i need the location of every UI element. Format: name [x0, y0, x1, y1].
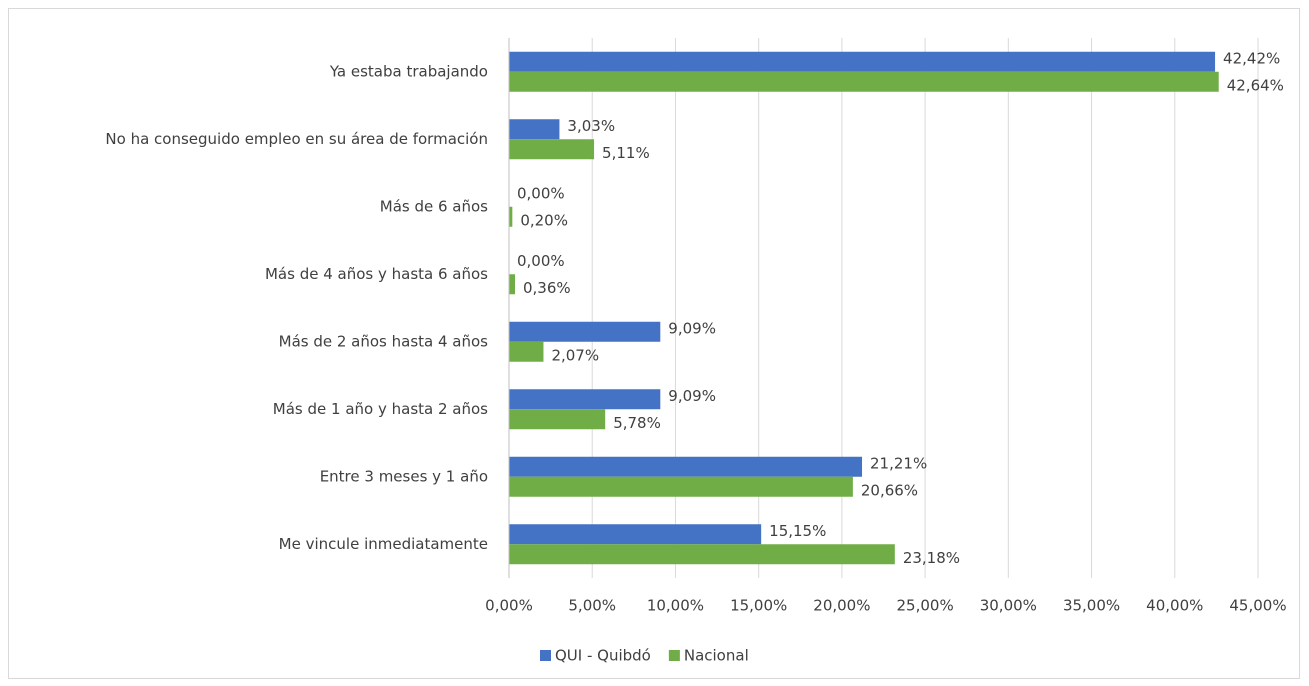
legend-label: QUI - Quibdó: [555, 647, 651, 665]
bar: [509, 409, 606, 430]
value-label: 21,21%: [870, 454, 927, 472]
bar: [509, 341, 544, 362]
bar: [509, 544, 895, 565]
bar: [509, 389, 661, 410]
x-tick-label: 25,00%: [897, 597, 954, 615]
y-tick-label: Más de 6 años: [380, 197, 488, 215]
x-tick-label: 40,00%: [1146, 597, 1203, 615]
value-label: 5,78%: [613, 414, 661, 432]
value-label: 0,20%: [520, 211, 568, 229]
value-label: 20,66%: [861, 481, 918, 499]
value-label: 0,36%: [523, 279, 571, 297]
legend-swatch: [540, 650, 551, 661]
value-label: 42,64%: [1227, 76, 1284, 94]
value-label: 9,09%: [668, 319, 716, 337]
value-label: 15,15%: [769, 522, 826, 540]
x-tick-label: 20,00%: [813, 597, 870, 615]
value-label: 3,03%: [567, 117, 615, 135]
y-tick-label: No ha conseguido empleo en su área de fo…: [105, 130, 488, 148]
x-tick-label: 35,00%: [1063, 597, 1120, 615]
bar: [509, 274, 515, 295]
bar: [509, 51, 1216, 72]
y-tick-label: Más de 4 años y hasta 6 años: [265, 265, 488, 283]
x-tick-label: 45,00%: [1229, 597, 1286, 615]
bar: [509, 119, 560, 140]
chart-frame: [8, 8, 1300, 679]
x-tick-label: 5,00%: [568, 597, 616, 615]
x-tick-label: 10,00%: [647, 597, 704, 615]
y-tick-label: Más de 1 año y hasta 2 años: [273, 400, 488, 418]
bar: [509, 524, 762, 545]
bar: [509, 476, 853, 497]
y-tick-label: Entre 3 meses y 1 año: [320, 467, 488, 485]
y-tick-label: Ya estaba trabajando: [329, 62, 488, 80]
bar: [509, 456, 863, 477]
value-label: 0,00%: [517, 184, 565, 202]
value-label: 5,11%: [602, 144, 650, 162]
value-label: 42,42%: [1223, 49, 1280, 67]
y-tick-label: Me vincule inmediatamente: [279, 535, 488, 553]
y-tick-label: Más de 2 años hasta 4 años: [279, 332, 489, 350]
x-tick-label: 30,00%: [980, 597, 1037, 615]
value-label: 0,00%: [517, 252, 565, 270]
value-label: 9,09%: [668, 387, 716, 405]
legend-label: Nacional: [684, 647, 749, 665]
x-tick-label: 0,00%: [485, 597, 533, 615]
legend-swatch: [668, 650, 680, 661]
value-label: 23,18%: [903, 549, 960, 567]
bar: [509, 139, 595, 160]
bar: [509, 321, 661, 342]
bar: [509, 206, 513, 227]
x-tick-label: 15,00%: [730, 597, 787, 615]
value-label: 2,07%: [551, 346, 599, 364]
bar: [509, 71, 1219, 92]
